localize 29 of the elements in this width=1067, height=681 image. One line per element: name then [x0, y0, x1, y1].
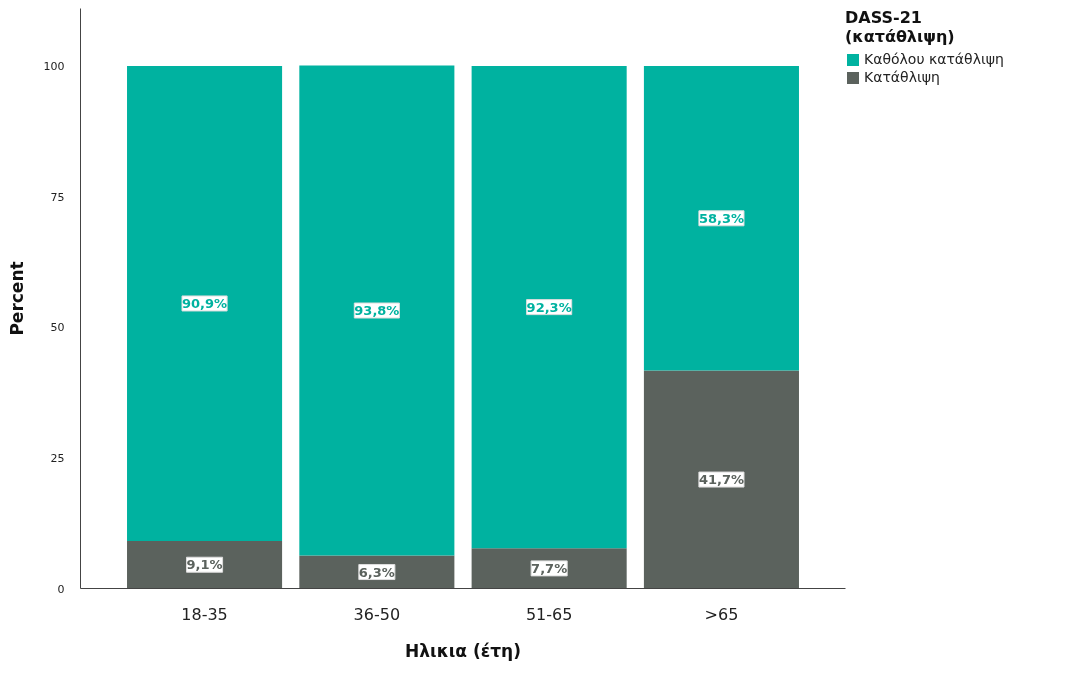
- data-label: 7,7%: [531, 560, 568, 576]
- y-axis-title: Percent: [6, 261, 27, 336]
- x-tick-label: >65: [704, 604, 739, 624]
- y-tick-label: 0: [57, 582, 65, 596]
- bar: [471, 548, 627, 589]
- legend-label: Κατάθλιψη: [864, 69, 940, 85]
- bar: [643, 65, 799, 371]
- bar: [299, 65, 455, 556]
- legend-title: DASS-21 (κατάθλιψη): [845, 8, 956, 46]
- x-tick-label: 18-35: [181, 604, 228, 624]
- data-label: 41,7%: [698, 472, 745, 488]
- x-tick-label: 51-65: [525, 604, 573, 624]
- legend-label: Καθόλου κατάθλιψη: [864, 51, 1004, 67]
- data-label: 6,3%: [358, 564, 395, 580]
- bar: [643, 370, 799, 589]
- x-axis-title: Ηλικια (έτη): [405, 640, 521, 661]
- y-tick-label: 50: [50, 321, 65, 335]
- y-tick-label: 25: [50, 451, 65, 465]
- data-label: 90,9%: [182, 295, 228, 311]
- data-label: 9,1%: [186, 557, 223, 573]
- bar: [471, 65, 627, 549]
- y-tick-label: 75: [50, 190, 65, 204]
- data-label: 92,3%: [526, 299, 572, 315]
- bar: [127, 65, 283, 541]
- x-tick-label: 36-50: [353, 604, 401, 624]
- y-tick-label: 100: [43, 59, 65, 73]
- data-label: 58,3%: [698, 210, 745, 226]
- data-label: 93,8%: [354, 303, 400, 319]
- bar: [127, 540, 283, 589]
